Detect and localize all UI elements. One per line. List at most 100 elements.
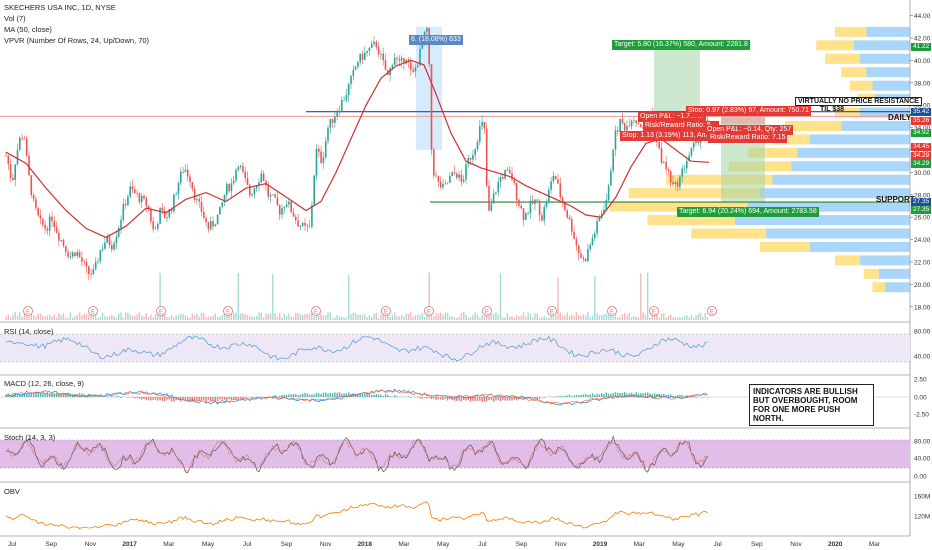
vpvr-down-bar [666,174,773,185]
macd-histogram-bar [164,397,166,402]
volume-bar [573,315,575,320]
candle-body [419,48,421,66]
volume-bar [120,312,122,320]
macd-histogram-bar [313,394,315,397]
volume-bar [92,315,95,320]
volume-bar [476,314,479,320]
candle-body [35,199,37,208]
candle-body [529,200,532,213]
volume-bar [46,315,49,320]
macd-histogram-bar [504,397,506,401]
volume-bar [32,315,35,320]
macd-histogram-bar [223,397,226,400]
macd-histogram-bar [348,392,350,397]
volume-bar [368,315,371,320]
volume-bar [642,312,644,320]
volume-bar [267,313,269,320]
candle-body [504,170,506,179]
candle-body [184,169,187,172]
macd-histogram-bar [143,397,145,400]
volume-bar [193,314,196,320]
macd-histogram-bar [486,397,488,402]
macd-histogram-bar [375,393,377,397]
volume-bar [679,316,681,320]
volume-bar [180,313,182,320]
volume-bar [706,317,709,320]
macd-histogram-bar [203,397,205,400]
candle-body [85,262,88,267]
candle-body [518,199,520,206]
candle-body [23,138,26,140]
volume-bar [699,312,702,320]
volume-bar [614,314,617,320]
macd-histogram-bar [672,395,674,397]
macd-histogram-bar [428,397,430,398]
candle-body [46,228,49,231]
macd-histogram-bar [446,397,449,401]
vpvr-up-bar [853,40,910,51]
macd-histogram-bar [617,392,619,397]
volume-bar [660,314,663,320]
volume-bar [106,317,108,320]
vpvr-down-bar [772,134,810,145]
candle-body [683,168,686,170]
candle-body [62,240,65,246]
macd-histogram-bar [228,397,230,400]
macd-histogram-bar [371,394,373,397]
candle-body [421,43,424,49]
candle-body [380,53,382,55]
macd-histogram-bar [173,397,175,402]
volume-bar [334,317,336,320]
volume-bar [483,315,486,320]
macd-histogram-bar [628,393,630,397]
volume-bar [249,316,251,320]
volume-bar [21,317,23,320]
candle-body [499,177,502,182]
volume-bar [575,312,578,320]
candles [5,26,709,281]
candle-body [313,175,315,206]
volume-bar [559,312,561,320]
volume-bar [127,312,129,320]
macd-histogram-bar [624,392,626,397]
volume-bar [435,313,437,320]
volume-bar [237,273,239,320]
volume-bar [161,312,164,320]
candle-body [106,236,108,243]
volume-bar [313,316,315,320]
candle-body [108,236,111,246]
macd-histogram-bar [596,393,598,397]
macd-histogram-bar [377,394,380,397]
volume-bar [511,316,513,320]
symbol-title: SKECHERS USA INC, 1D, NYSE [4,3,116,12]
candle-body [12,177,14,180]
volume-bar [16,315,19,320]
macd-histogram-bar [681,395,683,397]
risk-reward-label-b: Risk/Reward Ratio: 7.15 [708,133,788,143]
candle-body [672,182,674,185]
macd-histogram-bar [584,393,587,397]
macd-histogram-bar [651,394,653,397]
macd-histogram-bar [525,397,527,399]
volume-bar [538,317,541,320]
candle-body [449,176,451,183]
candle-body [663,161,665,163]
volume-bar [136,314,138,320]
macd-histogram-bar [23,393,26,397]
volume-bar [246,315,249,320]
macd-histogram-bar [279,395,281,397]
macd-histogram-bar [502,397,504,401]
macd-histogram-bar [276,396,279,397]
volume-bar [175,316,177,320]
daily-label: DAILY [888,113,912,122]
macd-histogram-bar [421,397,423,399]
volume-bar [145,313,147,320]
vpvr-down-bar [872,282,885,293]
macd-histogram-bar [46,392,49,397]
volume-bar [513,317,515,320]
macd-histogram-bar [212,397,214,401]
volume-bar [14,312,16,320]
macd-histogram-bar [290,394,292,397]
volume-bar [587,312,589,320]
volume-bar [550,315,552,320]
